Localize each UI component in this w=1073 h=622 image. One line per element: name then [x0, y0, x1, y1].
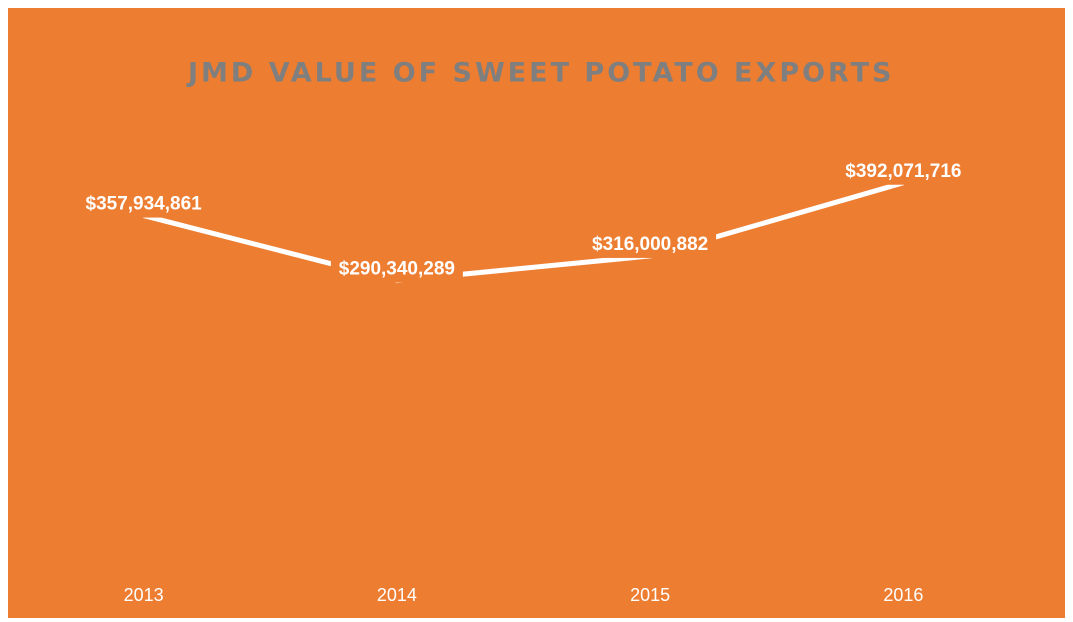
label-backing: [837, 158, 970, 185]
label-backing: [77, 191, 210, 218]
data-label: $290,340,289: [339, 259, 455, 280]
chart-title: JMD VALUE OF SWEET POTATO EXPORTS: [186, 58, 895, 89]
data-line: [143, 180, 905, 284]
x-tick-label: 2013: [124, 585, 164, 605]
x-tick-label: 2016: [883, 585, 923, 605]
label-backing: [330, 256, 463, 283]
label-backing: [584, 231, 717, 258]
chart-background: [8, 8, 1065, 618]
x-tick-label: 2015: [630, 585, 670, 605]
data-label: $316,000,882: [592, 234, 708, 255]
x-tick-label: 2014: [377, 585, 417, 605]
data-label: $392,071,716: [845, 161, 961, 182]
data-label: $357,934,861: [86, 194, 203, 215]
